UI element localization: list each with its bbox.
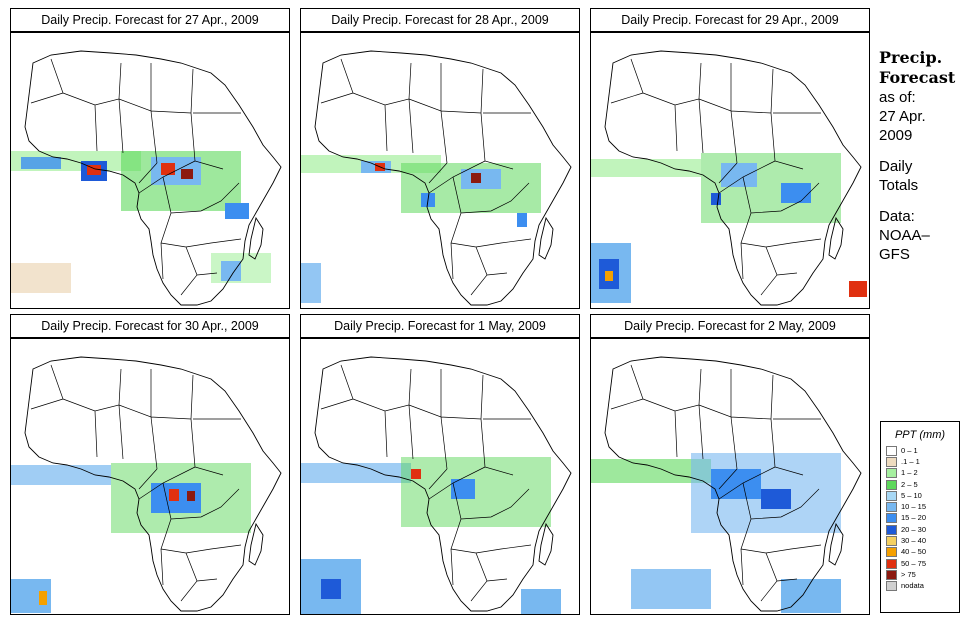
legend-swatch [886,569,897,580]
totals-label: Totals [879,177,919,194]
legend-item: 2 – 5 [881,479,959,490]
legend-label: 10 – 15 [901,502,927,512]
legend-swatch [886,558,897,569]
legend-label: 50 – 75 [901,558,927,568]
legend-label: 20 – 30 [901,524,927,534]
legend-item: 40 – 50 [881,547,959,558]
daily-label: Daily [879,158,913,175]
legend-item: 10 – 15 [881,501,959,513]
precip-map [10,32,290,309]
legend-label: 15 – 20 [901,513,927,523]
legend-swatch [886,456,897,467]
panel-title: Daily Precip. Forecast for 28 Apr., 2009 [300,8,580,32]
legend-label: 40 – 50 [901,547,927,557]
data-source-2: GFS [879,246,910,263]
data-label: Data: [879,208,915,225]
forecast-panel-1-may: Daily Precip. Forecast for 1 May, 2009 [300,314,580,615]
legend-item: 50 – 75 [881,558,959,569]
legend-swatch [886,524,897,535]
as-of-year: 2009 [879,127,913,144]
legend-swatch [886,468,897,479]
legend-label: 5 – 10 [901,490,922,500]
precip-map [590,338,870,615]
legend-item: 30 – 40 [881,535,959,547]
legend-swatch [886,490,897,501]
forecast-panel-29-apr: Daily Precip. Forecast for 29 Apr., 2009 [590,8,870,309]
forecast-info: Precip. Forecast as of: 27 Apr. 2009 Dai… [879,48,965,264]
as-of-label: as of: [879,89,916,106]
legend-item: 5 – 10 [881,490,959,501]
panel-title: Daily Precip. Forecast for 30 Apr., 2009 [10,314,290,338]
legend-item: 20 – 30 [881,524,959,535]
legend-item: 15 – 20 [881,513,959,524]
heading-line-1: Precip. [879,48,943,67]
precip-map [10,338,290,615]
rain-south [11,253,271,293]
panel-title: Daily Precip. Forecast for 2 May, 2009 [590,314,870,338]
panel-title: Daily Precip. Forecast for 27 Apr., 2009 [10,8,290,32]
rain-band-central-africa [121,151,249,219]
legend-label: .1 – 1 [901,456,920,466]
forecast-panel-28-apr: Daily Precip. Forecast for 28 Apr., 2009 [300,8,580,309]
rain-band-west-africa [11,151,141,181]
legend-label: 2 – 5 [901,479,918,489]
legend-label: 0 – 1 [901,445,918,455]
legend-label: 30 – 40 [901,536,927,546]
legend-item: > 75 [881,569,959,580]
legend-label: 1 – 2 [901,468,918,478]
forecast-panel-27-apr: Daily Precip. Forecast for 27 Apr., 2009 [10,8,290,309]
precip-map [590,32,870,309]
legend-swatch [886,547,897,558]
legend-label: > 75 [901,569,916,579]
legend-item: .1 – 1 [881,456,959,467]
legend-swatch [886,445,897,456]
legend-swatch [886,536,897,547]
precip-map [300,32,580,309]
legend-swatch [886,513,897,524]
data-source: NOAA– [879,227,930,244]
legend-label: nodata [901,581,924,591]
legend-swatch [886,581,897,592]
as-of-date: 27 Apr. [879,108,926,125]
legend-item: nodata [881,581,959,592]
heading-line-2: Forecast [879,68,956,87]
forecast-panel-2-may: Daily Precip. Forecast for 2 May, 2009 [590,314,870,615]
forecast-panel-30-apr: Daily Precip. Forecast for 30 Apr., 2009 [10,314,290,615]
legend-swatch [886,502,897,513]
precip-map [300,338,580,615]
legend-item: 1 – 2 [881,468,959,479]
legend-swatch [886,479,897,490]
panel-title: Daily Precip. Forecast for 29 Apr., 2009 [590,8,870,32]
legend-title: PPT (mm) [894,429,946,441]
legend-item: 0 – 1 [881,445,959,456]
panel-title: Daily Precip. Forecast for 1 May, 2009 [300,314,580,338]
